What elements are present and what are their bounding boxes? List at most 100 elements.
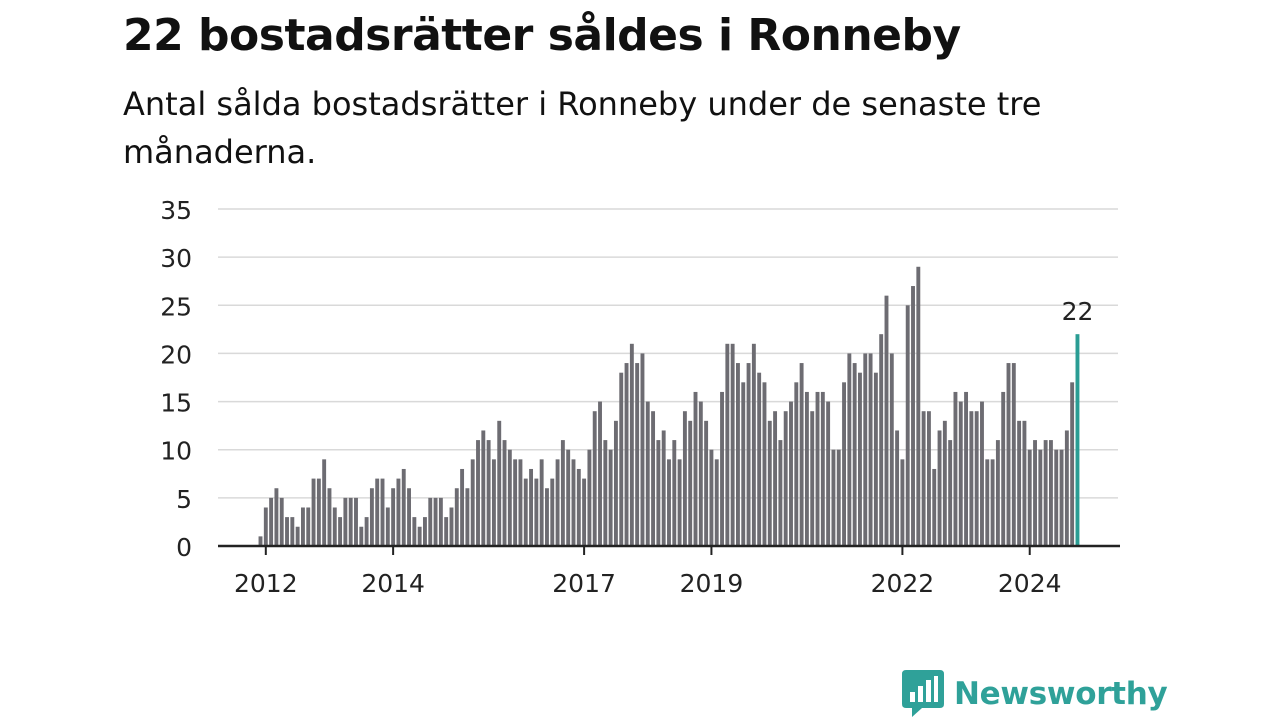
bar [937,430,942,546]
bar [746,363,751,546]
bar [285,517,289,546]
bar [263,507,268,546]
bar [889,353,894,546]
bar [974,411,979,546]
bar [852,363,857,546]
y-tick-label: 25 [160,292,192,321]
bar [942,420,947,546]
bar [279,497,284,546]
bar [316,478,321,546]
y-tick-label: 30 [160,244,192,273]
bar [815,391,820,546]
bar [640,353,645,546]
bar [391,488,396,546]
bar [879,334,884,546]
bar [465,488,470,546]
bar [916,266,921,546]
bar [322,459,327,546]
bar [990,459,995,546]
bar [773,411,778,546]
bar [911,286,915,546]
bar [396,478,401,546]
x-tick-label: 2022 [871,569,935,598]
bar [958,401,963,546]
bar [1054,449,1059,546]
chart-subtitle: Antal sålda bostadsrätter i Ronneby unde… [123,85,1042,171]
highlight-data-label: 22 [1062,297,1094,326]
bar [364,517,369,546]
x-tick-label: 2019 [680,569,744,598]
bar [539,459,544,546]
bar [873,372,878,546]
bar [672,440,677,546]
bar [1006,363,1011,546]
bar [269,497,274,546]
bar [926,411,931,546]
bar [502,440,507,546]
bar [863,353,868,546]
bar [1048,440,1053,546]
bar [582,478,587,546]
bar [332,507,337,546]
bar [470,459,475,546]
bar [921,411,926,546]
bar [274,488,279,546]
bar [449,507,454,546]
bar [868,353,873,546]
bar [1033,440,1037,546]
bar [778,440,783,546]
bar [995,440,1000,546]
bar [375,478,380,546]
bar [1011,363,1016,546]
bar [560,440,565,546]
bar [858,372,862,546]
bar [385,507,390,546]
bar [820,391,825,546]
bar [369,488,374,546]
bar [651,411,656,546]
bar [783,411,788,546]
bar [1043,440,1048,546]
bar [661,430,666,546]
bar [693,391,698,546]
bar [836,449,841,546]
bar [518,459,523,546]
bar [534,478,539,546]
bar [555,459,560,546]
x-tick-label: 2024 [998,569,1062,598]
y-tick-label: 0 [176,533,192,562]
bar [698,401,703,546]
bar [454,488,459,546]
bar [804,391,809,546]
bar [444,517,449,546]
bar [762,382,767,546]
bar [969,411,974,546]
bar [720,391,724,546]
bar [842,382,846,546]
bar [311,478,316,546]
y-tick-label: 35 [160,196,192,225]
y-tick-label: 15 [160,389,192,418]
bar [1038,449,1043,546]
bar [709,449,714,546]
bar [794,382,799,546]
bar [751,343,756,546]
bar-chart-speech-bubble-icon [902,670,944,717]
bar [847,353,852,546]
bar [1022,420,1027,546]
bar [608,449,613,546]
bar [980,401,984,546]
x-tick-label: 2014 [361,569,425,598]
bar [295,526,300,546]
bar [571,459,576,546]
bar [300,507,305,546]
bar [730,343,735,546]
bar [338,517,343,546]
bar [359,526,364,546]
bar [529,468,534,546]
bar [677,459,682,546]
bar [1070,382,1075,546]
bar [624,363,629,546]
bar [789,401,793,546]
highlight-bar [1075,334,1080,546]
